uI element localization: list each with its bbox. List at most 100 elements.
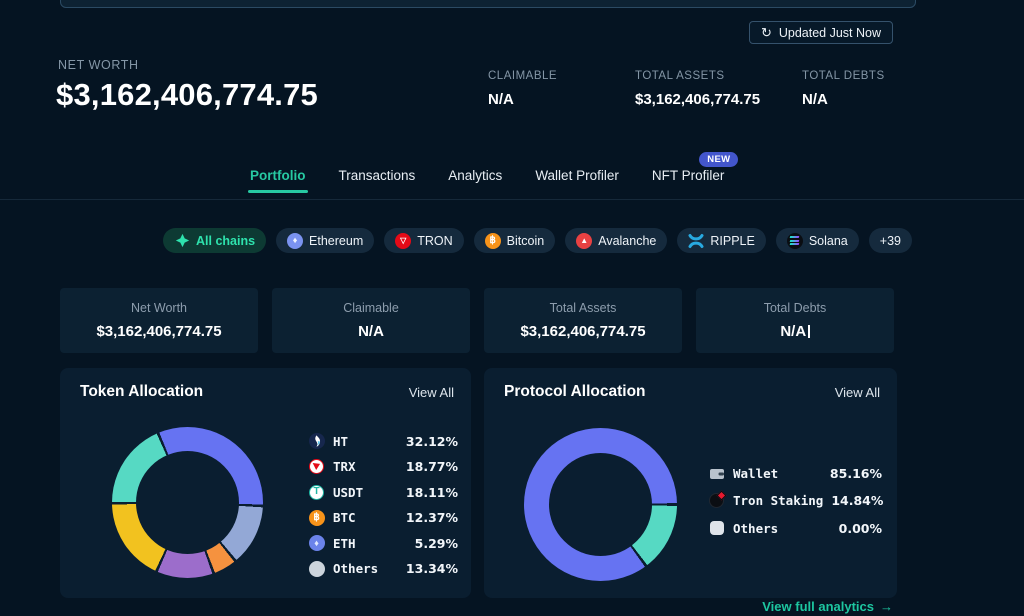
main-tabs: Portfolio Transactions Analytics Wallet Pro… [248, 152, 739, 193]
tab-label: Wallet Profiler [535, 168, 619, 183]
chain-filter-all-chains[interactable]: All chains [163, 228, 267, 253]
chain-filter-label: Ethereum [309, 233, 364, 248]
refresh-status-label: Updated Just Now [778, 25, 881, 40]
tab-analytics[interactable]: Analytics [448, 168, 502, 193]
legend-row-ht: HT 32.12% [308, 432, 458, 450]
token-allocation-title: Token Allocation [80, 383, 204, 400]
legend-percentage: 12.37% [405, 510, 458, 525]
tab-nft-profiler[interactable]: NFT Profiler NEW [651, 152, 739, 193]
net-worth-label: NET WORTH [58, 58, 139, 72]
total-debts-label: TOTAL DEBTS [802, 70, 885, 82]
tab-transactions[interactable]: Transactions [339, 168, 416, 193]
chain-filter-tron[interactable]: ▽ TRON [384, 228, 464, 253]
refresh-icon: ↻ [760, 25, 772, 40]
ripple-icon [688, 233, 704, 249]
legend-row-trx: TRX 18.77% [308, 458, 458, 476]
total-debts-card: Total Debts N/A [696, 288, 894, 353]
text-cursor [808, 325, 810, 338]
legend-row-tron-staking: Tron Staking 14.84% [708, 490, 884, 510]
total-debts-card-label: Total Debts [763, 301, 827, 315]
legend-percentage: 18.77% [405, 459, 458, 474]
total-assets-card-label: Total Assets [549, 301, 617, 315]
legend-percentage: 18.11% [405, 484, 458, 500]
new-badge: NEW [699, 152, 739, 167]
chain-filter-bitcoin[interactable]: ฿ Bitcoin [473, 228, 556, 253]
all-chains-icon [174, 233, 190, 249]
legend-percentage: 85.16% [829, 465, 882, 481]
protocol-allocation-card: Protocol Allocation View All Wallet 85.16… [484, 368, 897, 598]
legend-row-eth: ♦ ETH 5.29% [308, 534, 458, 552]
tab-label: NFT Profiler [651, 168, 725, 183]
total-debts-value: N/A [802, 91, 828, 108]
total-debts-stat: TOTAL DEBTS N/A [802, 70, 885, 108]
ht-icon [308, 433, 325, 450]
avalanche-icon: ▲ [576, 232, 593, 249]
token-allocation-legend: HT 32.12% TRX 18.77% T USDT 18.11% ฿ BTC 12.37% ♦ E… [308, 432, 458, 578]
total-debts-card-value: N/A [780, 323, 810, 340]
total-assets-stat: TOTAL ASSETS $3,162,406,774.75 [635, 70, 760, 108]
others-circle-icon [308, 560, 325, 577]
legend-label: Tron Staking [733, 493, 824, 508]
btc-icon: ฿ [308, 509, 325, 526]
legend-label: Others [733, 520, 779, 536]
chain-filter-ripple[interactable]: RIPPLE [677, 228, 766, 253]
legend-percentage: 14.84% [831, 493, 884, 508]
chain-filter-label: +39 [879, 233, 901, 248]
protocol-allocation-legend: Wallet 85.16% Tron Staking 14.84% Others 0.00… [708, 464, 884, 537]
net-worth-card: Net Worth $3,162,406,774.75 [60, 288, 258, 353]
view-full-analytics-label: View full analytics [762, 599, 874, 614]
legend-percentage: 32.12% [405, 433, 458, 449]
chain-filter-label: TRON [417, 233, 453, 248]
refresh-status-button[interactable]: ↻ Updated Just Now [748, 21, 893, 44]
view-full-analytics-link[interactable]: View full analytics → [762, 599, 893, 614]
solana-icon [786, 232, 803, 249]
arrow-right-icon: → [880, 599, 893, 614]
tab-wallet-profiler[interactable]: Wallet Profiler [535, 168, 619, 193]
legend-row-usdt: T USDT 18.11% [308, 483, 458, 501]
legend-row-btc: ฿ BTC 12.37% [308, 509, 458, 527]
eth-icon: ♦ [308, 535, 325, 552]
total-assets-card-value: $3,162,406,774.75 [520, 323, 646, 340]
claimable-card: Claimable N/A [272, 288, 470, 353]
total-assets-value: $3,162,406,774.75 [635, 91, 761, 108]
bitcoin-icon: ฿ [484, 232, 501, 249]
net-worth-card-value: $3,162,406,774.75 [96, 323, 222, 340]
legend-label: HT [333, 433, 349, 449]
total-assets-card: Total Assets $3,162,406,774.75 [484, 288, 682, 353]
legend-label: TRX [333, 459, 356, 474]
legend-label: USDT [333, 484, 364, 500]
chain-filter-label: Solana [808, 233, 848, 248]
legend-label: BTC [333, 510, 356, 525]
token-allocation-card: Token Allocation View All HT 32.12% TRX 18.… [60, 368, 471, 598]
tab-portfolio[interactable]: Portfolio [248, 168, 307, 193]
chain-filter-label: Bitcoin [506, 233, 545, 248]
chain-filter-solana[interactable]: Solana [775, 228, 859, 253]
claimable-card-label: Claimable [343, 301, 399, 315]
chain-filter-ethereum[interactable]: ♦ Ethereum [276, 228, 375, 253]
legend-label: ETH [333, 535, 356, 551]
total-assets-label: TOTAL ASSETS [635, 70, 725, 82]
legend-row-others: Others 13.34% [308, 560, 458, 578]
net-worth-value: $3,162,406,774.75 [56, 77, 318, 112]
tab-label: Portfolio [250, 168, 306, 183]
legend-row-wallet: Wallet 85.16% [708, 464, 882, 482]
protocol-allocation-view-all[interactable]: View All [834, 384, 880, 400]
ethereum-icon: ♦ [287, 232, 304, 249]
address-search-input[interactable] [60, 0, 916, 8]
chain-filter--39[interactable]: +39 [868, 228, 912, 253]
others-square-icon [708, 520, 725, 537]
wallet-icon [708, 465, 725, 482]
trx-icon [308, 458, 325, 475]
legend-label: Wallet [733, 465, 779, 481]
chain-filter-avalanche[interactable]: ▲ Avalanche [565, 228, 668, 253]
protocol-allocation-donut-chart [524, 428, 677, 581]
legend-row-others: Others 0.00% [708, 519, 882, 537]
tron-staking-icon [708, 490, 727, 509]
token-allocation-view-all[interactable]: View All [408, 384, 454, 400]
tabs-divider [0, 199, 1024, 200]
chain-filter-bar: All chains ♦ Ethereum ▽ TRON ฿ Bitcoin ▲ Avalanc… [163, 228, 912, 253]
token-allocation-donut-chart [112, 427, 263, 578]
usdt-icon: T [308, 484, 325, 501]
chain-filter-label: RIPPLE [710, 233, 755, 248]
